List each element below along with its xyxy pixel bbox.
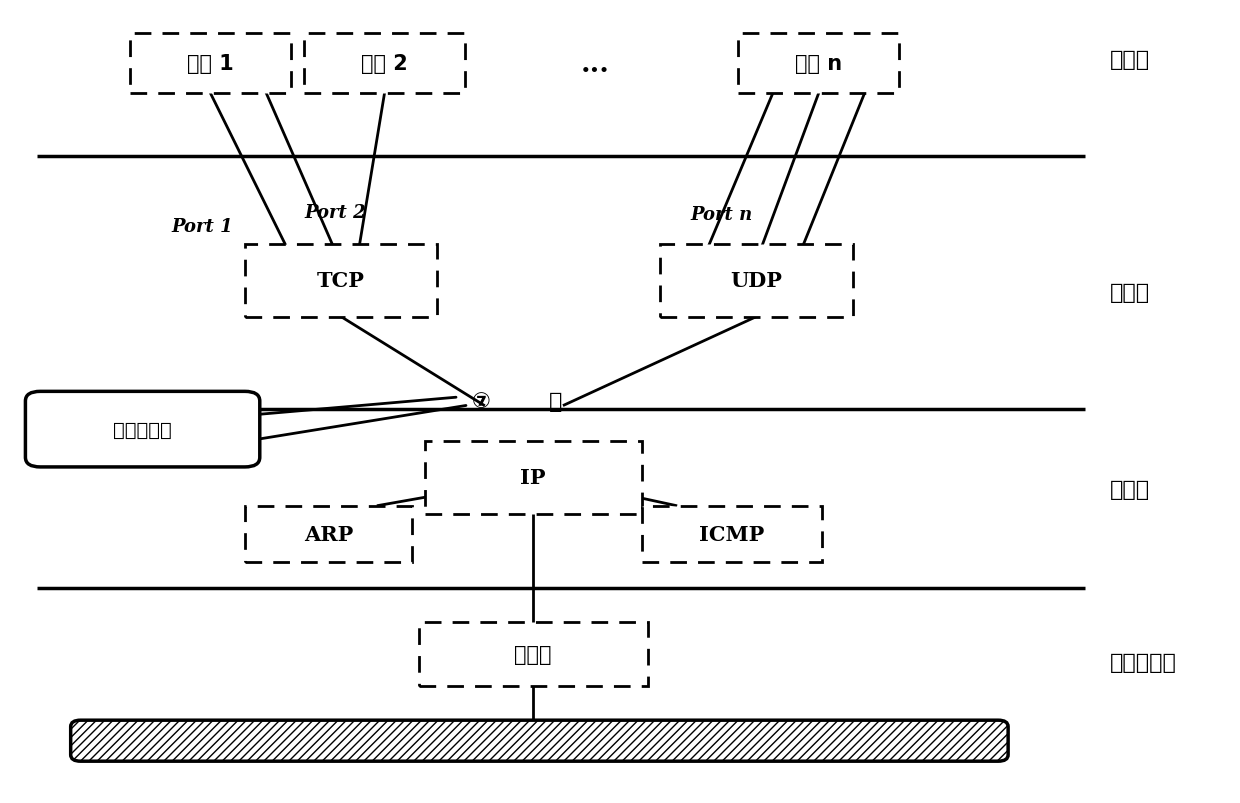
Text: TCP: TCP [317,271,365,291]
Text: Port n: Port n [691,206,753,223]
FancyBboxPatch shape [424,442,642,514]
FancyBboxPatch shape [246,506,412,562]
Text: ARP: ARP [304,524,353,544]
FancyBboxPatch shape [130,34,291,94]
Text: 传输层: 传输层 [1110,283,1149,303]
Text: ⑦: ⑦ [471,392,491,411]
Text: ICMP: ICMP [699,524,764,544]
FancyBboxPatch shape [642,506,821,562]
Text: Port 1: Port 1 [171,218,233,235]
Text: Port 2: Port 2 [304,204,366,222]
Text: 网络层: 网络层 [1110,480,1149,499]
Text: 上层协议号: 上层协议号 [113,420,172,439]
FancyBboxPatch shape [419,622,647,687]
FancyBboxPatch shape [738,34,899,94]
FancyBboxPatch shape [304,34,465,94]
Text: 以太网: 以太网 [515,645,552,664]
FancyBboxPatch shape [25,392,259,467]
FancyBboxPatch shape [71,720,1008,761]
Text: IP: IP [521,468,546,487]
FancyBboxPatch shape [246,245,438,317]
Text: ...: ... [580,51,610,78]
Text: UDP: UDP [730,271,782,291]
Text: 进程 1: 进程 1 [187,55,234,74]
Text: 进程 2: 进程 2 [361,55,408,74]
Text: 网络访问层: 网络访问层 [1110,653,1177,672]
Text: 应用层: 应用层 [1110,51,1149,70]
Text: ⑱: ⑱ [549,392,562,411]
Text: 进程 n: 进程 n [795,55,842,74]
FancyBboxPatch shape [660,245,853,317]
